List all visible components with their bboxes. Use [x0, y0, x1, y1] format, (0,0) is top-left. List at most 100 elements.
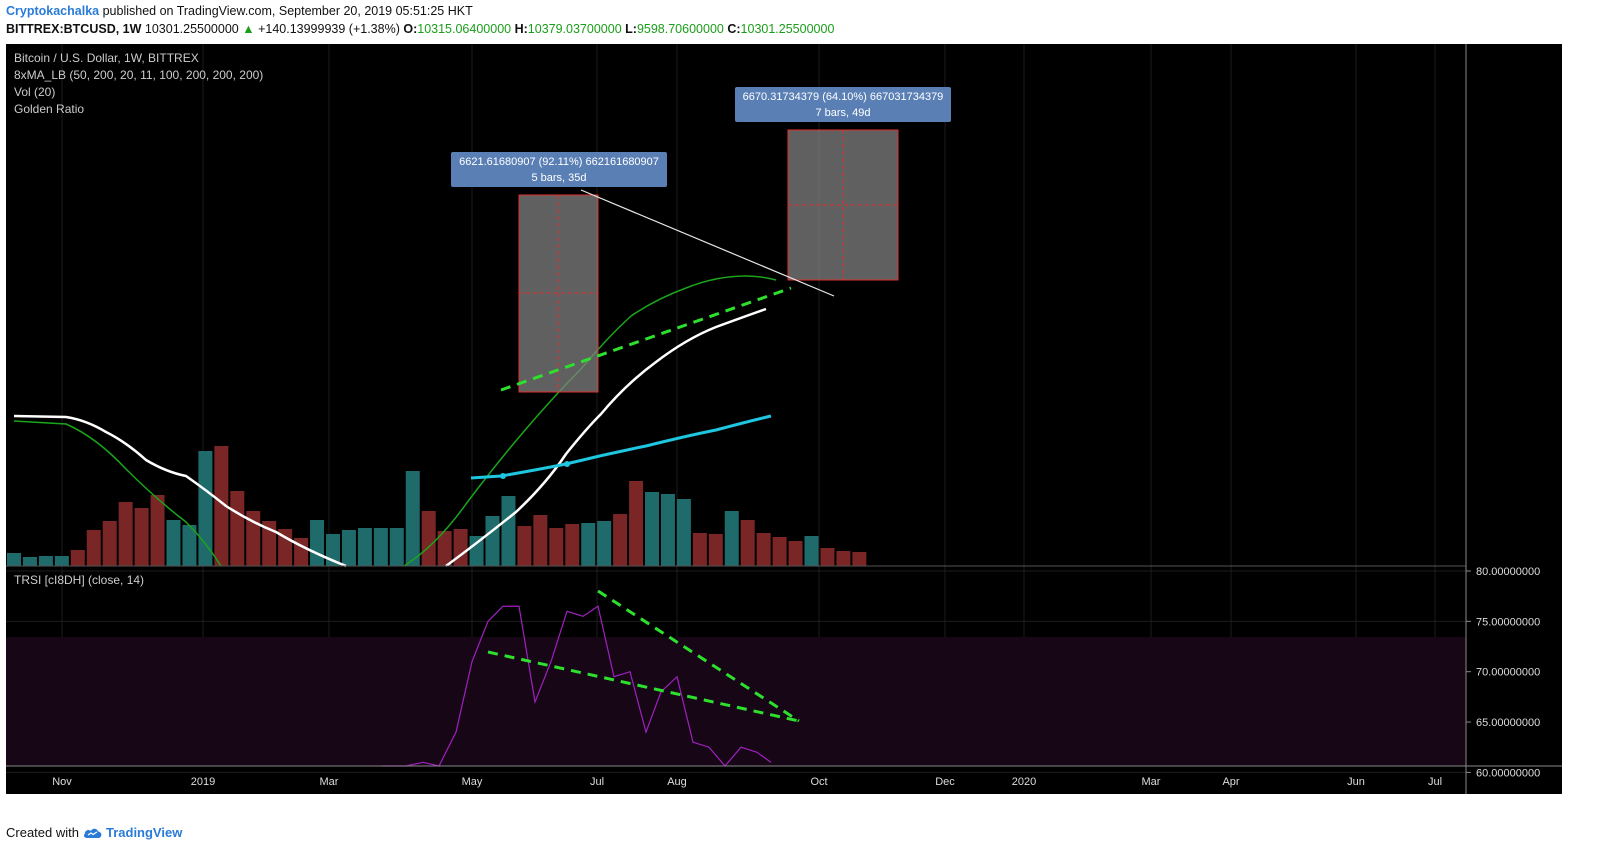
publish-info: Cryptokachalka published on TradingView.… [6, 4, 473, 18]
measure-label-2-line1: 6670.31734379 (64.10%) 667031734379 [743, 91, 944, 103]
low-label: L: [625, 22, 637, 36]
volume-bar [645, 492, 659, 566]
measure-label-1 [451, 152, 667, 187]
volume-bar [134, 508, 149, 566]
volume-bar [230, 491, 245, 566]
volume-bar [405, 471, 420, 566]
volume-bar [86, 530, 101, 566]
volume-bar [549, 528, 564, 566]
time-tick-label: Mar [320, 776, 339, 788]
time-tick-label: Jul [1428, 776, 1442, 788]
author-link[interactable]: Cryptokachalka [6, 4, 100, 18]
volume-bar [772, 537, 787, 566]
resistance-trendline [580, 189, 835, 297]
time-tick-label: 2020 [1012, 776, 1036, 788]
time-tick-label: Apr [1222, 776, 1239, 788]
price-axis[interactable]: 22000.0000000020000.0000000018000.000000… [1466, 44, 1562, 794]
trsi-tick-label: 70.00000000 [1476, 667, 1540, 679]
time-axis[interactable]: Nov 2019 Mar May Jul Aug Oct Dec 2020 Mar Apr Jun Ju… [52, 776, 1442, 788]
volume-bar [262, 521, 277, 566]
volume-bar [820, 548, 835, 566]
volume-bar [708, 534, 723, 566]
volume-bar [501, 496, 516, 566]
time-tick-label: May [462, 776, 483, 788]
volume-bar [788, 541, 803, 566]
trsi-tick-label: 60.00000000 [1476, 767, 1540, 779]
time-tick-label: Nov [52, 776, 72, 788]
volume-bar [38, 556, 53, 566]
volume-bar [182, 525, 197, 566]
volume-bar [533, 515, 548, 566]
ma-white-left [13, 414, 347, 568]
ma-green-left [13, 420, 222, 567]
volume-bar [357, 528, 372, 566]
trsi-tick-label: 65.00000000 [1476, 717, 1540, 729]
volume-bar [373, 528, 388, 566]
change-arrow-icon: ▲ [242, 22, 255, 36]
legend-golden-ratio: Golden Ratio [14, 102, 84, 116]
support-trendline [500, 286, 792, 392]
volume-bar [166, 520, 181, 566]
measure-label-1-line2: 5 bars, 35d [531, 172, 586, 184]
volume-bar [613, 514, 628, 566]
tradingview-logo[interactable]: TradingView [83, 825, 182, 840]
ma-cyan [470, 414, 772, 480]
measure-label-1-line1: 6621.61680907 (92.11%) 662161680907 [459, 156, 659, 168]
trsi-tick-label: 80.00000000 [1476, 566, 1540, 578]
volume-bar [453, 529, 468, 566]
volume-bar [70, 550, 85, 566]
ma-white-right [445, 307, 767, 568]
trsi-upper-trendline [597, 589, 800, 723]
volume-bar [485, 516, 500, 566]
time-tick-label: Oct [810, 776, 827, 788]
volume-bar [341, 530, 356, 566]
volume-bar [852, 552, 867, 566]
volume-bar [118, 502, 133, 566]
volume-bar [469, 536, 484, 566]
open-label: O: [403, 22, 418, 36]
price-chart[interactable]: 22000.0000000020000.0000000018000.000000… [6, 44, 1562, 794]
trend-drawings [500, 189, 835, 392]
time-tick-label: Jun [1347, 776, 1365, 788]
volume-bar [597, 521, 612, 566]
trsi-indicator [382, 589, 800, 767]
trsi-line [382, 605, 772, 767]
ma-cyan-dot-1 [500, 473, 506, 479]
volume-bar [310, 520, 325, 566]
volume-bar [565, 524, 580, 566]
published-text: published on TradingView.com, September … [99, 4, 473, 18]
last-price: 10301.25500000 [141, 22, 243, 36]
volume-bar [629, 481, 644, 566]
time-tick-label: 2019 [191, 776, 215, 788]
time-tick-label: Jul [590, 776, 604, 788]
measure-label-2-line2: 7 bars, 49d [815, 107, 870, 119]
legend-trsi: TRSI [cI8DH] (close, 14) [14, 573, 144, 587]
time-tick-label: Dec [935, 776, 955, 788]
volume-bar [7, 553, 21, 566]
tradingview-cloud-icon [83, 828, 102, 838]
volume-bar [692, 533, 707, 566]
symbol: BITTREX:BTCUSD, 1W [6, 22, 142, 36]
close-label: C: [727, 22, 741, 36]
ohlc-line: BITTREX:BTCUSD, 1W 10301.25500000 ▲ +140… [6, 22, 834, 36]
time-tick-label: Aug [667, 776, 687, 788]
volume-bar [756, 533, 771, 566]
trsi-lower-trendline [487, 650, 800, 723]
measure-label-2 [735, 87, 951, 122]
legend-vol: Vol (20) [14, 85, 55, 99]
legend-ma: 8xMA_LB (50, 200, 20, 11, 100, 200, 200,… [14, 68, 263, 82]
volume-bar [836, 551, 851, 566]
volume-bar [660, 494, 675, 566]
tradingview-brand: TradingView [105, 825, 183, 840]
close-value: 10301.25500000 [740, 22, 835, 36]
high-label: H: [514, 22, 528, 36]
volume-bar [581, 523, 596, 566]
volume-bars [7, 446, 867, 566]
volume-bar [150, 495, 165, 566]
trsi-band [6, 637, 1466, 766]
legend-title: Bitcoin / U.S. Dollar, 1W, BITTREX [14, 51, 199, 65]
volume-bar [437, 531, 452, 566]
volume-bar [214, 446, 229, 566]
volume-bar [740, 520, 755, 566]
change: +140.13999939 (+1.38%) [258, 22, 400, 36]
